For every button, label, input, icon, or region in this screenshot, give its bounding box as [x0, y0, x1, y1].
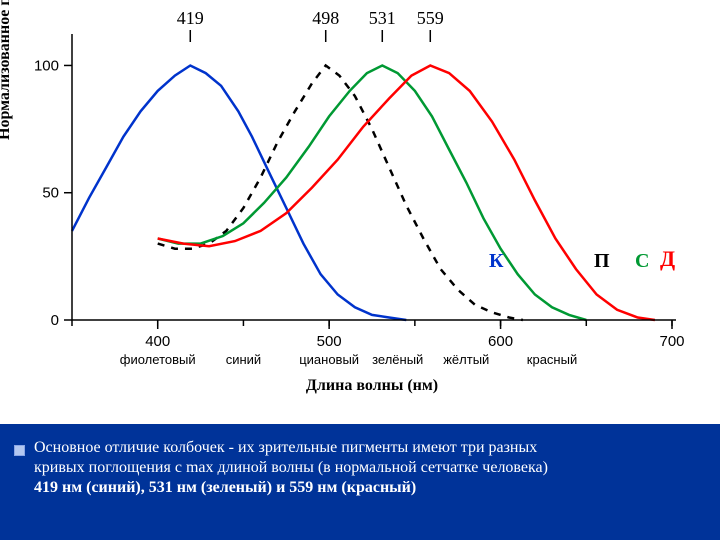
- caption-line-3: 419 нм (синий), 531 нм (зеленый) и 559 н…: [34, 479, 416, 496]
- curve-letter-label: С: [635, 250, 649, 272]
- curve-S-green: [158, 66, 587, 321]
- absorption-chart: 400 500 600 700 0 50 100 фиолетовый синий циановы…: [0, 0, 720, 424]
- x-category-label: жёлтый: [443, 352, 489, 367]
- y-tick-label: 50: [42, 185, 59, 202]
- x-axis-title: Длина волны (нм): [306, 377, 438, 394]
- caption-line-2: кривых поглощения с max длиной волны (в …: [34, 459, 548, 476]
- x-category-label: фиолетовый: [120, 352, 196, 367]
- curve-letter-label: К: [489, 250, 504, 272]
- caption-area: Основное отличие колбочек - их зрительны…: [0, 424, 720, 540]
- y-axis-title: Нормализованное поглощение: [0, 0, 14, 140]
- x-tick-label: 400: [145, 333, 170, 350]
- peak-label: 559: [417, 8, 444, 28]
- caption-text: Основное отличие колбочек - их зрительны…: [34, 438, 702, 498]
- x-category-label: зелёный: [372, 352, 423, 367]
- x-category-label: синий: [226, 352, 261, 367]
- x-tick-label: 500: [317, 333, 342, 350]
- x-tick-label: 600: [488, 333, 513, 350]
- y-tick-label: 0: [51, 312, 59, 329]
- peak-label: 531: [369, 8, 396, 28]
- y-tick-label: 100: [34, 57, 59, 74]
- x-category-label: циановый: [299, 352, 359, 367]
- curve-letter-label: Д: [660, 246, 675, 271]
- x-category-label: красный: [527, 352, 577, 367]
- curve-letter-label: П: [594, 250, 610, 272]
- caption-line-1: Основное отличие колбочек - их зрительны…: [34, 439, 537, 456]
- peak-label: 498: [312, 8, 339, 28]
- peak-label: 419: [177, 8, 204, 28]
- bullet-icon: [14, 445, 25, 456]
- curve-K-blue: [72, 66, 406, 321]
- axes: [72, 34, 676, 320]
- x-tick-label: 700: [659, 333, 684, 350]
- chart-container: Нормализованное поглощение 400 500 600 700 0…: [0, 0, 720, 424]
